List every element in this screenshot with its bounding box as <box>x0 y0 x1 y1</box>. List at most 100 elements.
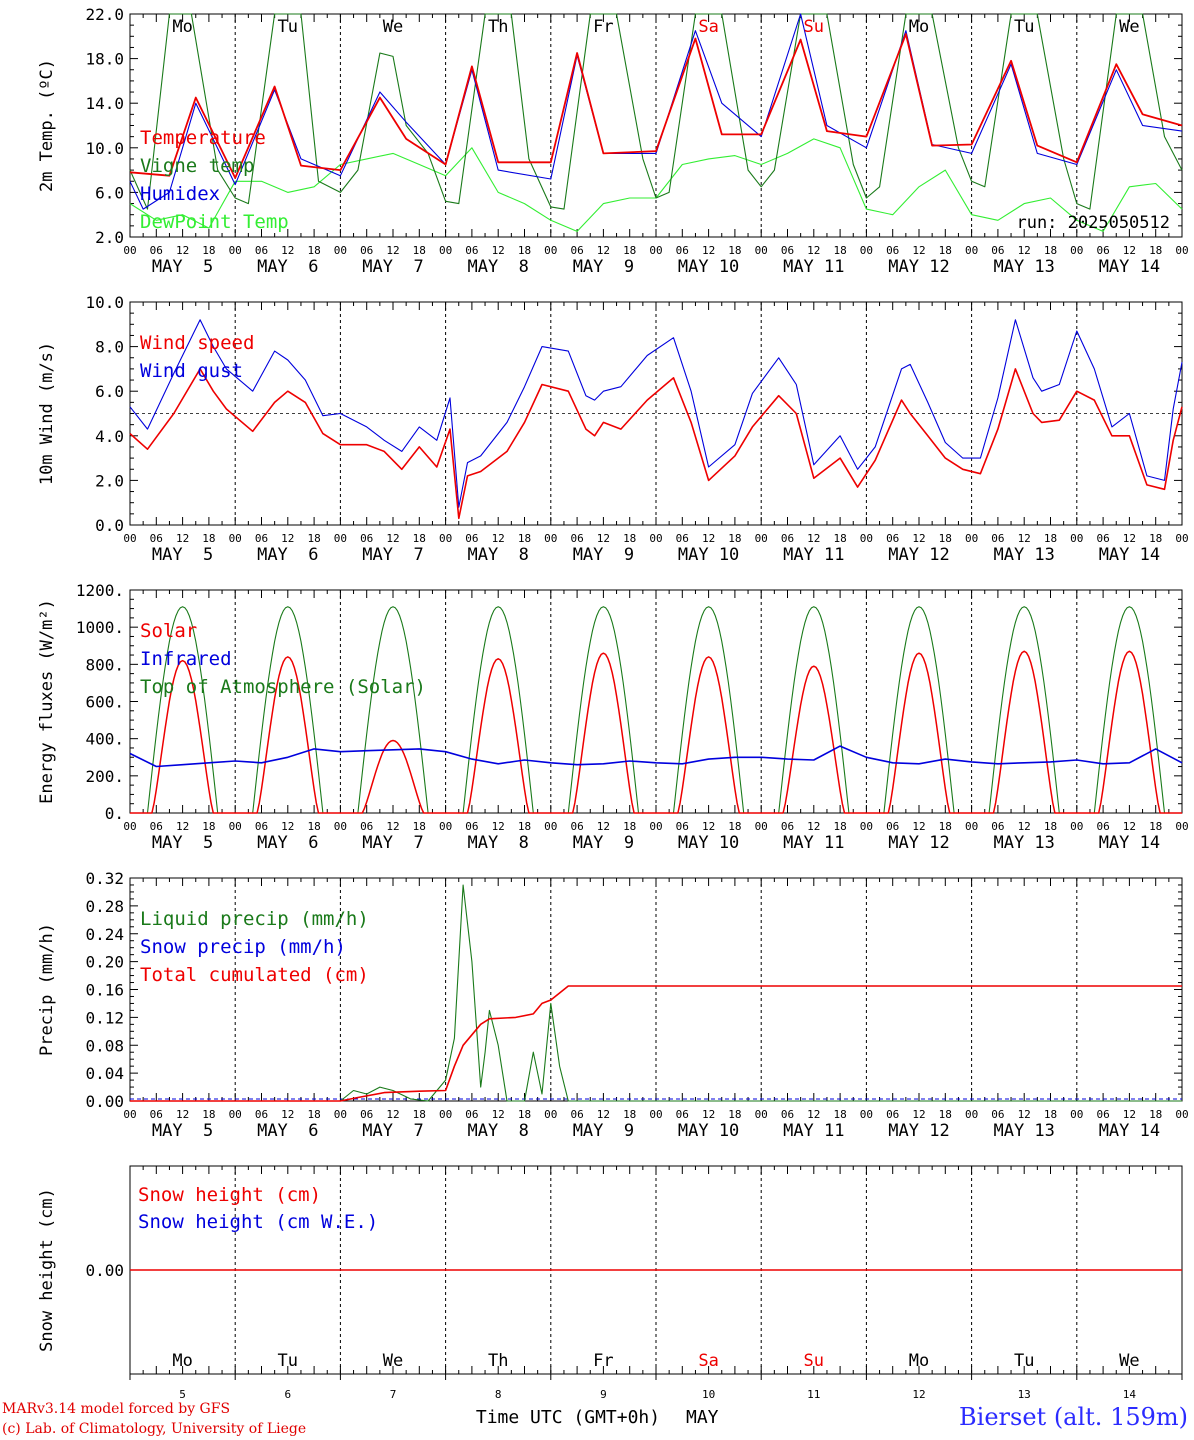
run-label: run: 2025050512 <box>1016 213 1170 233</box>
hour-tick-label: 06 <box>150 532 163 545</box>
hour-tick-label: 18 <box>1044 244 1057 257</box>
hour-tick-label: 18 <box>307 532 320 545</box>
weekday-label: Mo <box>909 1351 929 1371</box>
day-label: MAY 10 <box>678 545 739 565</box>
day-number-label: 13 <box>1018 1388 1031 1401</box>
hour-tick-label: 00 <box>965 1108 978 1121</box>
day-number-label: 10 <box>702 1388 715 1401</box>
hour-tick-label: 18 <box>307 820 320 833</box>
legend-entry: Top of Atmosphere (Solar) <box>140 676 426 698</box>
day-label: MAY 11 <box>783 1121 844 1141</box>
hour-tick-label: 06 <box>465 820 478 833</box>
hour-tick-label: 18 <box>202 532 215 545</box>
y-tick-label: 18.0 <box>85 50 124 69</box>
y-axis-label: 10m Wind (m/s) <box>37 342 57 485</box>
y-tick-label: 1000. <box>76 618 124 637</box>
hour-tick-label: 00 <box>860 244 873 257</box>
hour-tick-label: 12 <box>281 244 294 257</box>
hour-tick-label: 18 <box>413 532 426 545</box>
hour-tick-label: 12 <box>807 244 820 257</box>
day-label: MAY 12 <box>888 257 949 277</box>
y-tick-label: 800. <box>85 655 124 674</box>
hour-tick-label: 12 <box>492 820 505 833</box>
series-line <box>129 745 1183 768</box>
hour-tick-label: 06 <box>360 1108 373 1121</box>
weekday-label: Th <box>488 17 508 37</box>
hour-tick-label: 06 <box>676 820 689 833</box>
weekday-label: Fr <box>593 17 613 37</box>
day-label: MAY 13 <box>993 545 1054 565</box>
hour-tick-label: 06 <box>465 244 478 257</box>
day-label: MAY 14 <box>1099 833 1160 853</box>
hour-tick-label: 12 <box>1123 820 1136 833</box>
hour-tick-label: 00 <box>1070 820 1083 833</box>
hour-tick-label: 12 <box>492 1108 505 1121</box>
hour-tick-label: 06 <box>150 1108 163 1121</box>
weekday-label: Mo <box>172 17 192 37</box>
hour-tick-label: 12 <box>281 1108 294 1121</box>
day-label: MAY 5 <box>152 257 213 277</box>
day-label: MAY 9 <box>573 545 634 565</box>
hour-tick-label: 06 <box>255 1108 268 1121</box>
y-tick-label: 200. <box>85 767 124 786</box>
y-tick-label: 14.0 <box>85 94 124 113</box>
hour-tick-label: 06 <box>570 244 583 257</box>
series-line <box>129 13 1183 210</box>
hour-tick-label: 00 <box>965 820 978 833</box>
day-label: MAY 14 <box>1099 1121 1160 1141</box>
legend-entry: Infrared <box>140 648 232 670</box>
day-label: MAY 12 <box>888 833 949 853</box>
hour-tick-label: 12 <box>702 1108 715 1121</box>
hour-tick-label: 06 <box>886 820 899 833</box>
hour-tick-label: 06 <box>570 1108 583 1121</box>
hour-tick-label: 00 <box>649 532 662 545</box>
hour-tick-label: 12 <box>1018 1108 1031 1121</box>
hour-tick-label: 18 <box>833 820 846 833</box>
day-label: MAY 14 <box>1099 545 1160 565</box>
hour-tick-label: 00 <box>334 532 347 545</box>
hour-tick-label: 00 <box>439 532 452 545</box>
hour-tick-label: 18 <box>1149 820 1162 833</box>
day-number-label: 14 <box>1123 1388 1137 1401</box>
hour-tick-label: 18 <box>939 1108 952 1121</box>
series-line <box>129 33 1183 179</box>
weekday-label: Tu <box>1014 1351 1034 1371</box>
hour-tick-label: 12 <box>702 532 715 545</box>
hour-tick-label: 06 <box>465 1108 478 1121</box>
hour-tick-label: 06 <box>886 1108 899 1121</box>
hour-tick-label: 18 <box>728 532 741 545</box>
series-line <box>130 985 1182 1102</box>
day-label: MAY 7 <box>362 545 423 565</box>
hour-tick-label: 00 <box>123 532 136 545</box>
day-number-label: 5 <box>179 1388 186 1401</box>
hour-tick-label: 00 <box>439 244 452 257</box>
y-tick-label: 10.0 <box>85 293 124 312</box>
series-line <box>130 884 1182 1102</box>
hour-tick-label: 18 <box>413 244 426 257</box>
hour-tick-label: 18 <box>202 820 215 833</box>
hour-tick-label: 00 <box>860 532 873 545</box>
hour-tick-label: 00 <box>1175 244 1188 257</box>
day-label: MAY 14 <box>1099 257 1160 277</box>
hour-tick-label: 00 <box>1070 1108 1083 1121</box>
hour-tick-label: 06 <box>676 1108 689 1121</box>
hour-tick-label: 12 <box>702 244 715 257</box>
hour-tick-label: 06 <box>1096 244 1109 257</box>
hour-tick-label: 00 <box>1175 820 1188 833</box>
legend-entry: DewPoint Temp <box>140 211 289 233</box>
hour-tick-label: 18 <box>307 244 320 257</box>
hour-tick-label: 12 <box>281 820 294 833</box>
y-axis-label: Energy fluxes (W/m²) <box>37 599 57 804</box>
day-number-label: 12 <box>912 1388 925 1401</box>
hour-tick-label: 00 <box>229 532 242 545</box>
y-tick-label: 22.0 <box>85 5 124 24</box>
day-label: MAY 6 <box>257 257 318 277</box>
weekday-label: Tu <box>278 1351 298 1371</box>
hour-tick-label: 18 <box>307 1108 320 1121</box>
weekday-label: Fr <box>593 1351 613 1371</box>
hour-tick-label: 06 <box>991 244 1004 257</box>
hour-tick-label: 12 <box>492 244 505 257</box>
hour-tick-label: 00 <box>123 820 136 833</box>
legend-entry: Total cumulated (cm) <box>140 964 369 986</box>
